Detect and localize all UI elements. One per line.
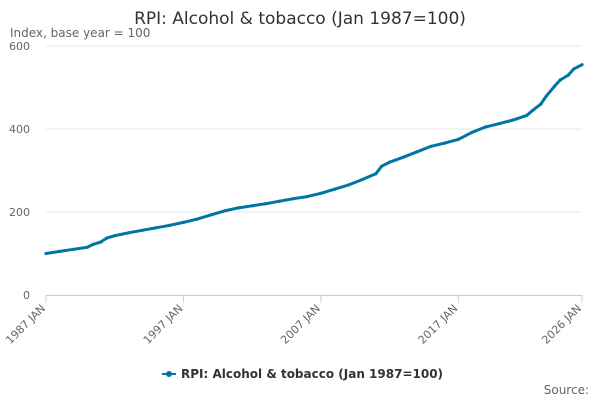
x-tick-label: 1987 JAN <box>3 302 48 347</box>
data-point[interactable] <box>511 118 515 122</box>
data-point[interactable] <box>250 204 254 208</box>
data-point[interactable] <box>44 251 48 256</box>
data-point[interactable] <box>415 150 419 154</box>
data-point[interactable] <box>140 228 144 232</box>
data-point[interactable] <box>71 247 76 251</box>
data-point[interactable] <box>346 183 350 187</box>
data-point[interactable] <box>91 242 95 246</box>
data-point[interactable] <box>443 141 447 145</box>
source-credit[interactable]: Source: <box>544 383 589 397</box>
plot-area <box>44 63 584 256</box>
data-point[interactable] <box>209 213 213 217</box>
data-point[interactable] <box>333 187 337 191</box>
data-point[interactable] <box>105 236 109 240</box>
data-point[interactable] <box>388 160 392 164</box>
legend[interactable]: RPI: Alcohol & tobacco (Jan 1987=100) <box>162 367 443 381</box>
data-point[interactable] <box>195 217 199 221</box>
data-point[interactable] <box>223 209 227 213</box>
x-tick-label: 2026 JAN <box>539 302 584 347</box>
data-point[interactable] <box>319 191 323 195</box>
legend-marker-symbol <box>166 371 172 377</box>
y-tick-label: 200 <box>9 206 30 219</box>
data-point[interactable] <box>181 220 185 224</box>
y-tick-label: 400 <box>9 123 30 136</box>
data-point[interactable] <box>99 240 103 244</box>
y-axis: 0 200 400 600 <box>9 40 30 302</box>
data-point[interactable] <box>539 102 543 106</box>
data-point[interactable] <box>544 94 549 98</box>
data-point[interactable] <box>85 245 89 249</box>
data-point[interactable] <box>305 195 309 199</box>
data-point[interactable] <box>113 234 117 238</box>
data-point[interactable] <box>401 155 405 159</box>
data-point[interactable] <box>264 202 268 206</box>
data-point[interactable] <box>278 199 282 203</box>
data-point[interactable] <box>552 84 557 88</box>
data-point[interactable] <box>572 67 576 71</box>
data-point[interactable] <box>456 137 460 141</box>
data-point[interactable] <box>360 178 364 182</box>
legend-label: RPI: Alcohol & tobacco (Jan 1987=100) <box>181 367 443 381</box>
chart-subtitle: Index, base year = 100 <box>10 26 150 40</box>
data-point[interactable] <box>531 108 535 112</box>
x-tick-label: 2007 JAN <box>278 302 323 347</box>
data-point[interactable] <box>58 249 62 253</box>
data-point[interactable] <box>566 73 570 77</box>
data-point[interactable] <box>374 172 378 176</box>
data-point[interactable] <box>154 226 158 230</box>
gridlines <box>46 45 582 213</box>
x-axis: 1987 JAN 1997 JAN 2007 JAN 2017 JAN 2026 JAN <box>3 295 584 347</box>
data-point[interactable] <box>380 164 384 168</box>
data-point[interactable] <box>484 125 488 129</box>
data-point[interactable] <box>236 206 240 210</box>
chart-title: RPI: Alcohol & tobacco (Jan 1987=100) <box>134 9 466 29</box>
data-point[interactable] <box>580 63 584 67</box>
data-point[interactable] <box>497 122 502 126</box>
x-tick-label: 2017 JAN <box>416 302 461 347</box>
series-line[interactable] <box>44 63 584 255</box>
data-point[interactable] <box>558 78 562 82</box>
y-tick-label: 600 <box>9 40 30 53</box>
data-point[interactable] <box>525 113 529 117</box>
legend-item[interactable]: RPI: Alcohol & tobacco (Jan 1987=100) <box>162 367 443 381</box>
data-point[interactable] <box>429 144 433 148</box>
data-point[interactable] <box>126 231 131 235</box>
y-tick-label: 0 <box>23 289 30 302</box>
x-tick-label: 1997 JAN <box>141 302 186 347</box>
data-point[interactable] <box>470 130 474 134</box>
data-point[interactable] <box>168 223 172 227</box>
data-point[interactable] <box>291 197 295 201</box>
